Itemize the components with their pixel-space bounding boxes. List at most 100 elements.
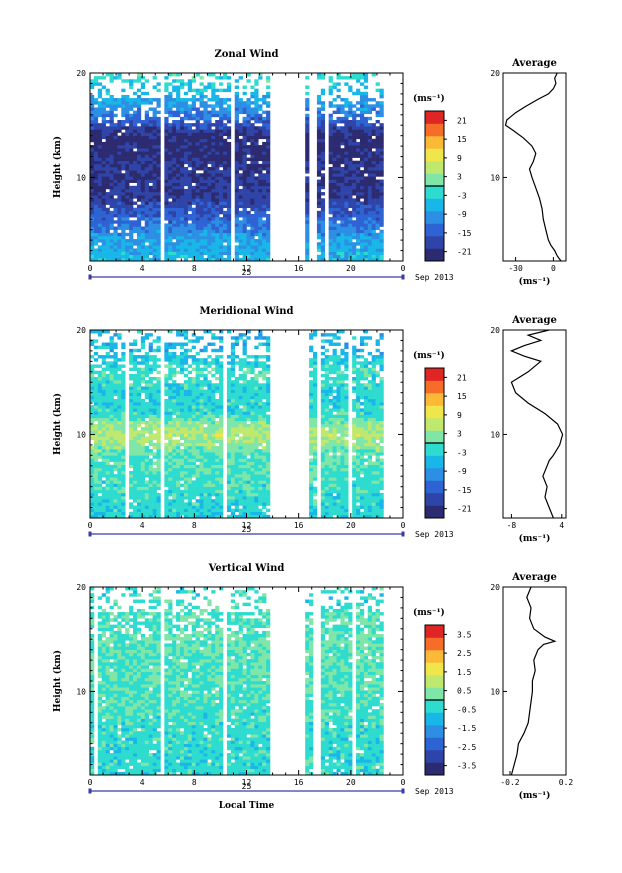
- heatmap-cell: [109, 201, 114, 205]
- heatmap-cell: [164, 408, 169, 412]
- heatmap-cell: [195, 107, 200, 111]
- heatmap-cell: [183, 417, 189, 422]
- heatmap-cell: [258, 198, 263, 202]
- heatmap-cell: [97, 436, 103, 440]
- heatmap-cell: [187, 471, 193, 475]
- heatmap-cell: [316, 151, 322, 155]
- heatmap-cell: [133, 477, 138, 481]
- heatmap-cell: [90, 145, 95, 149]
- heatmap-cell: [211, 474, 216, 478]
- heatmap-cell: [320, 107, 326, 111]
- heatmap-cell: [262, 141, 267, 146]
- heatmap-cell: [187, 467, 193, 472]
- heatmap-cell: [215, 505, 220, 509]
- heatmap-cell: [336, 120, 341, 124]
- heatmap-cell: [203, 455, 208, 459]
- heatmap-cell: [176, 383, 181, 387]
- heatmap-cell: [140, 91, 146, 96]
- heatmap-cell: [140, 126, 146, 130]
- heatmap-cell: [226, 467, 232, 472]
- heatmap-cell: [144, 474, 149, 478]
- heatmap-cell: [207, 154, 212, 158]
- heatmap-cell: [250, 226, 255, 230]
- heatmap-cell: [344, 207, 349, 212]
- heatmap-cell: [242, 217, 247, 221]
- heatmap-cell: [211, 420, 216, 425]
- heatmap-cell: [215, 151, 220, 155]
- heatmap-cell: [144, 163, 149, 168]
- heatmap-cell: [179, 467, 185, 472]
- heatmap-cell: [152, 395, 157, 400]
- heatmap-cell: [359, 185, 365, 190]
- heatmap-cell: [113, 439, 118, 444]
- heatmap-cell: [179, 229, 185, 234]
- heatmap-cell: [246, 220, 251, 224]
- heatmap-cell: [117, 220, 122, 224]
- heatmap-cell: [352, 141, 357, 146]
- heatmap-cell: [105, 198, 110, 202]
- heatmap-cell: [93, 141, 99, 146]
- heatmap-cell: [109, 424, 114, 428]
- heatmap-cell: [199, 370, 204, 375]
- heatmap-cell: [195, 377, 200, 381]
- heatmap-cell: [238, 242, 243, 246]
- heatmap-cell: [219, 467, 224, 472]
- heatmap-cell: [117, 235, 122, 240]
- heatmap-cell: [375, 235, 380, 240]
- average-x-tick-label: 0: [551, 264, 556, 273]
- heatmap-cell: [211, 154, 216, 158]
- heatmap-cell: [109, 176, 114, 180]
- heatmap-cell: [226, 129, 232, 133]
- heatmap-cell: [136, 348, 142, 353]
- heatmap-cell: [93, 483, 99, 487]
- heatmap-cell: [211, 207, 216, 212]
- heatmap-cell: [199, 499, 204, 503]
- heatmap-cell: [152, 141, 157, 146]
- heatmap-cell: [109, 179, 114, 183]
- heatmap-cell: [156, 364, 161, 368]
- heatmap-cell: [195, 370, 200, 375]
- heatmap-cell: [133, 449, 138, 453]
- heatmap-cell: [136, 442, 142, 447]
- heatmap-cell: [379, 207, 384, 212]
- heatmap-cell: [90, 98, 95, 102]
- heatmap-cell: [121, 392, 126, 397]
- heatmap-cell: [183, 405, 189, 409]
- heatmap-cell: [363, 94, 369, 99]
- heatmap-cell: [144, 392, 149, 397]
- heatmap-cell: [187, 204, 193, 209]
- heatmap-cell: [129, 505, 134, 509]
- heatmap-cell: [90, 179, 95, 183]
- heatmap-cell: [105, 436, 110, 440]
- heatmap-cell: [129, 226, 134, 230]
- heatmap-cell: [195, 129, 200, 133]
- heatmap-cell: [207, 188, 212, 193]
- heatmap-cell: [191, 141, 196, 146]
- heatmap-cell: [136, 198, 142, 202]
- heatmap-cell: [379, 182, 384, 187]
- heatmap-cell: [101, 389, 106, 393]
- heatmap-cell: [183, 245, 189, 249]
- heatmap-cell: [238, 157, 243, 162]
- heatmap-cell: [183, 351, 189, 356]
- heatmap-cell: [226, 499, 232, 503]
- heatmap-cell: [117, 173, 122, 177]
- heatmap-cell: [305, 104, 310, 108]
- heatmap-cell: [183, 514, 189, 519]
- heatmap-cell: [148, 229, 153, 234]
- heatmap-cell: [144, 430, 149, 434]
- heatmap-cell: [90, 424, 95, 428]
- heatmap-cell: [234, 220, 239, 224]
- heatmap-cell: [152, 471, 157, 475]
- heatmap-cell: [340, 239, 345, 243]
- heatmap-cell: [219, 145, 224, 149]
- heatmap-cell: [215, 424, 220, 428]
- heatmap-cell: [187, 339, 193, 343]
- heatmap-cell: [97, 179, 103, 183]
- heatmap-cell: [133, 464, 138, 469]
- heatmap-cell: [328, 185, 333, 190]
- heatmap-cell: [187, 157, 193, 162]
- heatmap-cell: [262, 188, 267, 193]
- heatmap-cell: [105, 170, 110, 174]
- heatmap-cell: [223, 132, 228, 136]
